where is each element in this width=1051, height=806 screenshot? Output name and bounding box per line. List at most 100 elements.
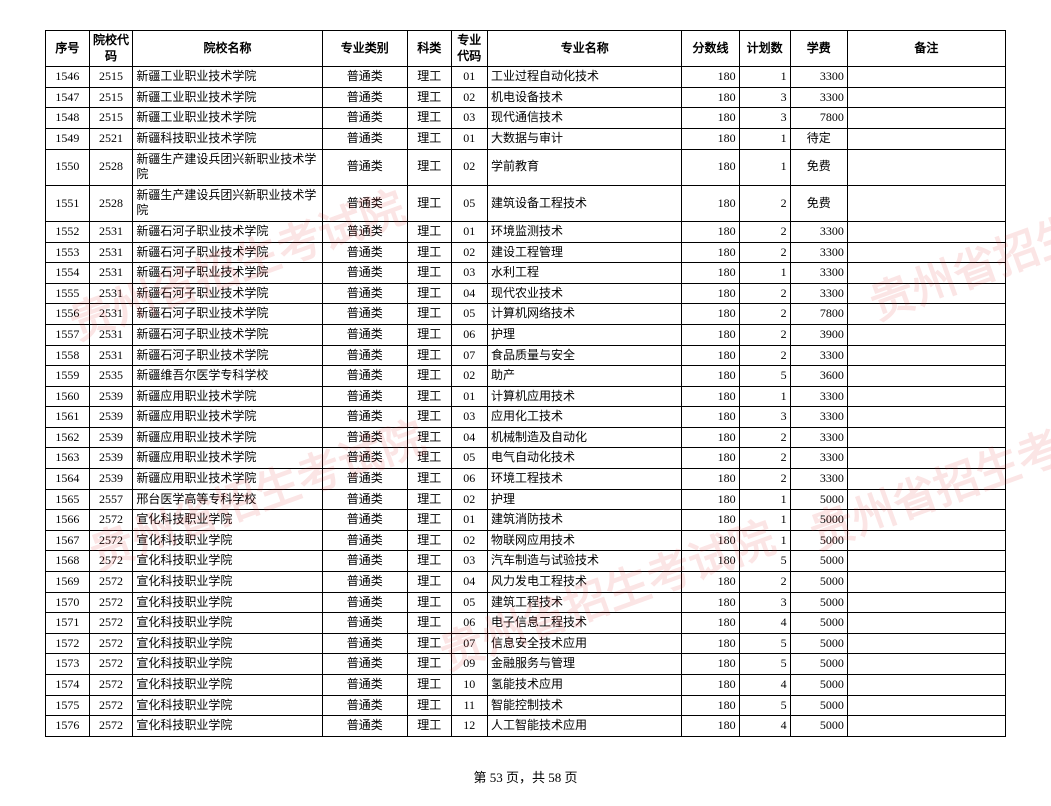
- table-cell: 普通类: [322, 87, 407, 108]
- table-cell: 人工智能技术应用: [487, 716, 681, 737]
- table-cell: 04: [451, 427, 487, 448]
- table-cell: 2531: [89, 263, 133, 284]
- table-cell: 180: [682, 695, 739, 716]
- table-cell: [847, 304, 1005, 325]
- table-cell: 理工: [407, 489, 451, 510]
- table-cell: 新疆石河子职业技术学院: [133, 263, 322, 284]
- table-cell: 宣化科技职业学院: [133, 530, 322, 551]
- table-cell: [847, 572, 1005, 593]
- table-cell: [847, 242, 1005, 263]
- table-cell: 普通类: [322, 324, 407, 345]
- table-cell: 理工: [407, 572, 451, 593]
- table-cell: [847, 613, 1005, 634]
- table-cell: 新疆石河子职业技术学院: [133, 345, 322, 366]
- table-cell: 3300: [790, 221, 847, 242]
- table-cell: 06: [451, 613, 487, 634]
- table-cell: 2515: [89, 108, 133, 129]
- table-cell: 11: [451, 695, 487, 716]
- table-row: 15572531新疆石河子职业技术学院普通类理工06护理18023900: [46, 324, 1006, 345]
- table-cell: 2539: [89, 427, 133, 448]
- table-row: 15492521新疆科技职业技术学院普通类理工01大数据与审计1801待定: [46, 128, 1006, 149]
- table-cell: 1565: [46, 489, 90, 510]
- table-row: 15632539新疆应用职业技术学院普通类理工05电气自动化技术18023300: [46, 448, 1006, 469]
- table-row: 15622539新疆应用职业技术学院普通类理工04机械制造及自动化1802330…: [46, 427, 1006, 448]
- table-cell: 180: [682, 448, 739, 469]
- table-cell: 普通类: [322, 67, 407, 88]
- table-cell: 宣化科技职业学院: [133, 592, 322, 613]
- table-cell: 3: [739, 108, 790, 129]
- table-cell: 2: [739, 242, 790, 263]
- table-cell: 06: [451, 469, 487, 490]
- table-cell: 新疆石河子职业技术学院: [133, 221, 322, 242]
- table-cell: 理工: [407, 345, 451, 366]
- table-row: 15582531新疆石河子职业技术学院普通类理工07食品质量与安全1802330…: [46, 345, 1006, 366]
- table-cell: 2528: [89, 149, 133, 185]
- table-cell: 5000: [790, 716, 847, 737]
- table-cell: 护理: [487, 489, 681, 510]
- table-cell: 理工: [407, 221, 451, 242]
- table-row: 15742572宣化科技职业学院普通类理工10氢能技术应用18045000: [46, 675, 1006, 696]
- table-cell: 新疆工业职业技术学院: [133, 108, 322, 129]
- table-cell: 180: [682, 67, 739, 88]
- table-cell: 4: [739, 613, 790, 634]
- table-cell: 12: [451, 716, 487, 737]
- col-category: 专业类别: [322, 31, 407, 67]
- table-cell: 新疆石河子职业技术学院: [133, 304, 322, 325]
- col-school-code: 院校代码: [89, 31, 133, 67]
- table-cell: 09: [451, 654, 487, 675]
- table-cell: 5: [739, 633, 790, 654]
- table-cell: 普通类: [322, 675, 407, 696]
- table-cell: 5000: [790, 675, 847, 696]
- table-cell: 理工: [407, 185, 451, 221]
- page-footer: 第 53 页，共 58 页: [45, 767, 1006, 786]
- table-cell: 2: [739, 448, 790, 469]
- table-cell: 理工: [407, 67, 451, 88]
- table-cell: 理工: [407, 530, 451, 551]
- table-cell: 01: [451, 128, 487, 149]
- table-cell: 5: [739, 695, 790, 716]
- table-cell: 理工: [407, 108, 451, 129]
- table-cell: 1549: [46, 128, 90, 149]
- table-cell: 1558: [46, 345, 90, 366]
- col-fee: 学费: [790, 31, 847, 67]
- table-cell: 180: [682, 551, 739, 572]
- table-cell: 工业过程自动化技术: [487, 67, 681, 88]
- table-row: 15642539新疆应用职业技术学院普通类理工06环境工程技术18023300: [46, 469, 1006, 490]
- table-row: 15512528新疆生产建设兵团兴新职业技术学院普通类理工05建筑设备工程技术1…: [46, 185, 1006, 221]
- table-header-row: 序号 院校代码 院校名称 专业类别 科类 专业代码 专业名称 分数线 计划数 学…: [46, 31, 1006, 67]
- table-cell: 3: [739, 87, 790, 108]
- table-cell: 环境监测技术: [487, 221, 681, 242]
- table-cell: 理工: [407, 386, 451, 407]
- table-cell: 1562: [46, 427, 90, 448]
- table-cell: 3300: [790, 87, 847, 108]
- table-cell: 风力发电工程技术: [487, 572, 681, 593]
- table-cell: 180: [682, 675, 739, 696]
- table-cell: 理工: [407, 716, 451, 737]
- col-school-name: 院校名称: [133, 31, 322, 67]
- table-cell: 2539: [89, 386, 133, 407]
- table-cell: 食品质量与安全: [487, 345, 681, 366]
- table-cell: 180: [682, 128, 739, 149]
- table-cell: 1559: [46, 366, 90, 387]
- table-cell: 2531: [89, 221, 133, 242]
- table-row: 15722572宣化科技职业学院普通类理工07信息安全技术应用18055000: [46, 633, 1006, 654]
- table-cell: 理工: [407, 613, 451, 634]
- table-row: 15762572宣化科技职业学院普通类理工12人工智能技术应用18045000: [46, 716, 1006, 737]
- table-cell: 1573: [46, 654, 90, 675]
- table-cell: 信息安全技术应用: [487, 633, 681, 654]
- table-cell: 普通类: [322, 613, 407, 634]
- table-cell: 180: [682, 221, 739, 242]
- table-cell: 180: [682, 407, 739, 428]
- table-cell: [847, 633, 1005, 654]
- table-cell: 3600: [790, 366, 847, 387]
- table-cell: [847, 366, 1005, 387]
- table-cell: 05: [451, 304, 487, 325]
- table-cell: 新疆石河子职业技术学院: [133, 324, 322, 345]
- table-cell: 2572: [89, 716, 133, 737]
- table-cell: 普通类: [322, 149, 407, 185]
- table-cell: 06: [451, 324, 487, 345]
- table-cell: 180: [682, 324, 739, 345]
- table-cell: 2531: [89, 324, 133, 345]
- table-row: 15472515新疆工业职业技术学院普通类理工02机电设备技术18033300: [46, 87, 1006, 108]
- table-cell: 新疆应用职业技术学院: [133, 469, 322, 490]
